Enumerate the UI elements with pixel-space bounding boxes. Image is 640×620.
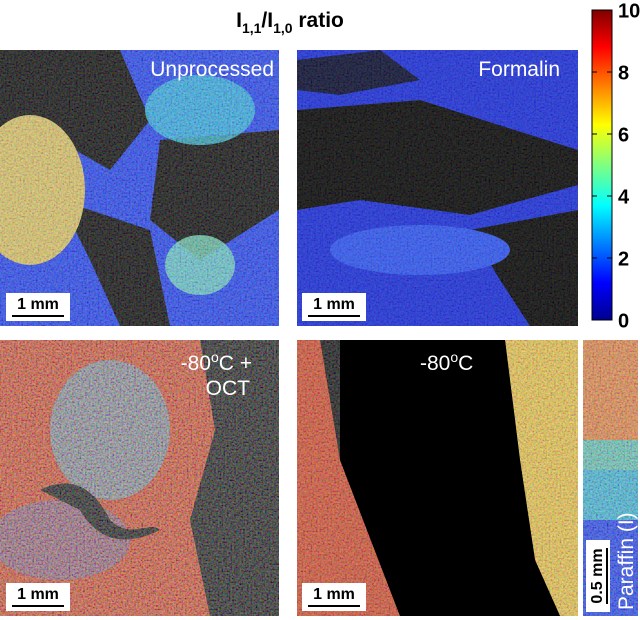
figure-title: I1,1/I1,0 ratio	[236, 9, 344, 36]
label-part: -80	[420, 352, 450, 375]
panel-image	[297, 340, 578, 616]
title-subscript: 1,1	[242, 20, 262, 36]
colorbar-tick-label: 2	[618, 248, 629, 270]
colorbar-tick-label: 0	[618, 310, 629, 332]
panel-label: Unprocessed	[150, 58, 274, 81]
panel-label: OCT	[206, 377, 251, 400]
label-part: C +	[219, 352, 252, 375]
label-superscript: o	[450, 349, 458, 365]
label-part: C	[458, 352, 473, 375]
colorbar-tick-label: 10	[618, 0, 640, 22]
panel-label: Paraffin (I)	[615, 512, 638, 610]
panel-image	[0, 340, 279, 616]
colorbar-tick-label: 8	[618, 62, 629, 84]
label-part: -80	[181, 352, 211, 375]
colorbar-tick-label: 4	[618, 186, 630, 208]
colorbar-ticks: 0 2 4 6 8 10	[592, 0, 640, 332]
scale-bar-label: 0.5 mm	[589, 548, 606, 603]
panel-label: -80oC	[420, 349, 473, 375]
panel-image	[297, 50, 578, 326]
title-subscript: 1,0	[273, 20, 293, 36]
title-part: I	[236, 9, 242, 32]
scale-bar: 1 mm	[6, 293, 70, 321]
colorbar-tick-label: 6	[618, 124, 629, 146]
scale-bar: 1 mm	[6, 583, 70, 611]
scale-bar: 0.5 mm	[586, 540, 610, 612]
panel-label: Formalin	[478, 58, 560, 81]
scale-bar-label: 1 mm	[313, 586, 355, 603]
title-part: /I	[261, 9, 273, 32]
scale-bar-label: 1 mm	[17, 296, 59, 313]
colorbar	[591, 9, 613, 321]
scale-bar-label: 1 mm	[313, 296, 355, 313]
scale-bar-label: 1 mm	[17, 586, 59, 603]
panel-image	[0, 50, 279, 326]
title-part: ratio	[293, 9, 344, 32]
scale-bar: 1 mm	[302, 583, 366, 611]
scale-bar: 1 mm	[302, 293, 366, 321]
panel-image	[583, 340, 638, 616]
panel-label: -80oC +	[181, 349, 252, 375]
label-superscript: o	[211, 349, 219, 365]
